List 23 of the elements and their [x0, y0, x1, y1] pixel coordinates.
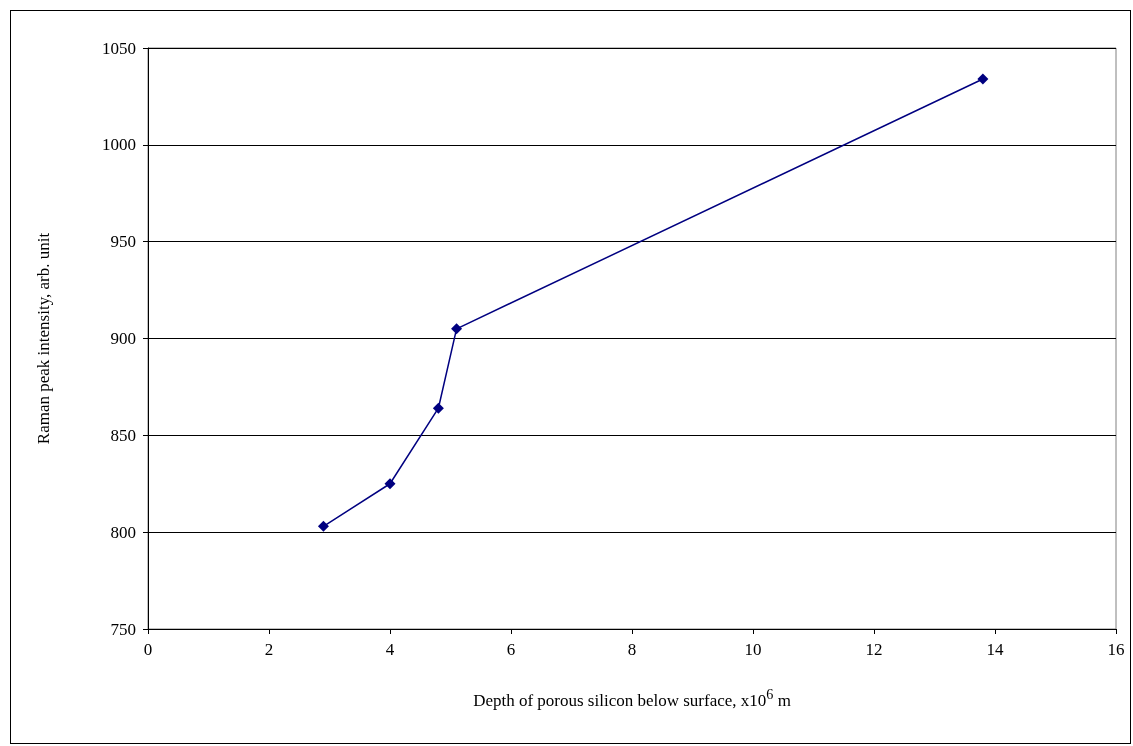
point [384, 478, 396, 490]
x-tick-label: 2 [264, 640, 274, 659]
x-tick-label: 16 [1107, 640, 1125, 659]
x-axis-title: Depth of porous silicon below surface, x10$^{6}$ m [472, 686, 792, 711]
x-tick-label: 12 [865, 640, 883, 659]
x-tick-label: 6 [506, 640, 516, 659]
point [451, 323, 463, 335]
y-tick-label: 1050 [102, 38, 136, 58]
y-axis-title: Raman peak intensity, arb. unit [34, 232, 53, 445]
x-tick-label: 4 [385, 640, 395, 659]
point [977, 73, 989, 85]
y-tick-label: 800 [110, 522, 136, 542]
x-tick-label: 8 [627, 640, 637, 659]
point [317, 520, 329, 532]
y-tick-label: 1000 [102, 135, 136, 155]
y-tick-label: 750 [110, 619, 136, 639]
x-tick-label: 10 [744, 640, 762, 659]
y-tick-label: 900 [110, 329, 136, 348]
point [432, 402, 444, 414]
y-tick-label: 950 [110, 232, 136, 252]
x-tick-label: 14 [986, 640, 1004, 659]
x-tick-label: 0 [143, 640, 153, 659]
y-tick-label: 850 [110, 425, 136, 445]
